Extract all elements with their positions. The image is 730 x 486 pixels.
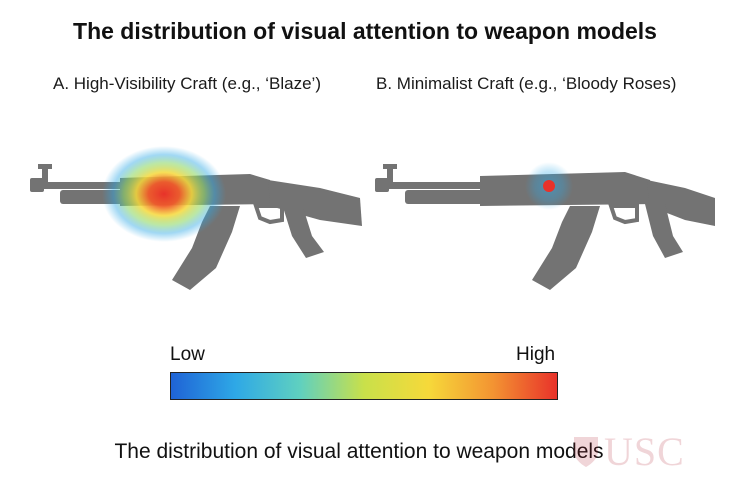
figure-caption: The distribution of visual attention to … (114, 440, 604, 463)
rifle-silhouette-b (375, 164, 715, 290)
page-title: The distribution of visual attention to … (73, 18, 657, 44)
scale-low-label: Low (170, 344, 205, 365)
scale-high-label: High (516, 344, 556, 365)
shield-icon (574, 436, 598, 467)
attention-color-scale (170, 372, 558, 400)
weapon-model-b (365, 140, 715, 305)
panel-b-label: B. Minimalist Craft (e.g., ‘Bloody Roses… (376, 74, 677, 93)
panel-a-label: A. High-Visibility Craft (e.g., ‘Blaze’) (53, 74, 321, 93)
attention-hotspot-a (102, 146, 226, 242)
usc-watermark: USC (572, 428, 685, 475)
watermark-text: USC (604, 429, 685, 474)
attention-point-b (543, 180, 555, 192)
weapon-model-a (20, 140, 370, 305)
